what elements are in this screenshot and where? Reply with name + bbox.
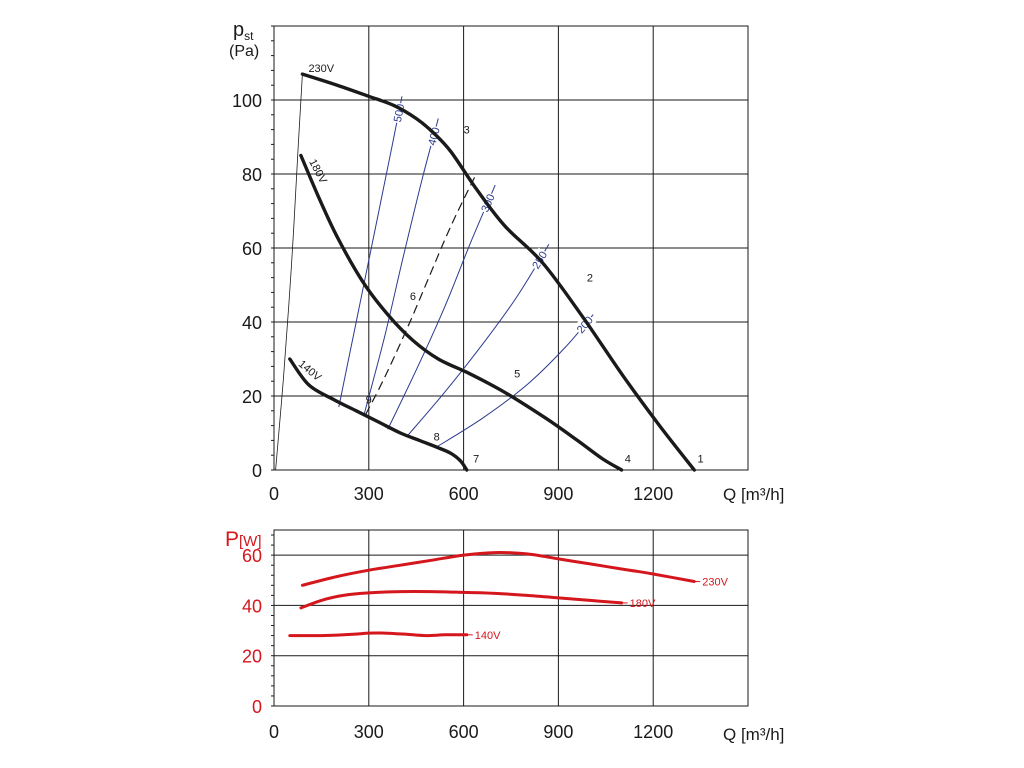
x-tick-label: 600 <box>449 722 479 742</box>
dashed-line <box>365 173 477 415</box>
iso-line-250 <box>406 244 550 438</box>
point-label: 3 <box>464 124 470 136</box>
y-axis-title-main: P <box>225 528 239 551</box>
plot-frame <box>273 529 749 707</box>
power-curve-230V <box>300 551 696 587</box>
power-curve-140V <box>288 631 469 638</box>
y-tick-label: 100 <box>232 91 262 111</box>
point-label: 7 <box>473 454 479 466</box>
y-tick-label: 60 <box>242 546 262 566</box>
point-label: 5 <box>514 369 520 381</box>
system-curve <box>275 74 303 471</box>
iso-line-300 <box>387 184 496 430</box>
curve-140V <box>288 357 469 472</box>
x-tick-label: 1200 <box>633 484 673 504</box>
y-axis-title: pst <box>233 19 254 43</box>
x-tick-label: 1200 <box>633 722 673 742</box>
iso-label-bg <box>572 312 597 337</box>
point-label: 9 <box>366 394 372 406</box>
point-label: 6 <box>410 291 416 303</box>
curve-label-140V: 140V <box>296 358 324 384</box>
iso-line-200 <box>434 314 594 449</box>
curve-230V <box>300 72 696 472</box>
y-tick-label: 60 <box>242 239 262 259</box>
y-axis-title: P[W] <box>225 528 262 551</box>
iso-line-500 <box>338 96 403 408</box>
y-tick-label: 0 <box>252 461 262 481</box>
iso-line-400 <box>363 118 439 415</box>
power-chart: 0 300 600 900 1200 0 20 40 60P[W] Q [m³/h] 230V 180… <box>225 528 784 744</box>
x-tick-label: 300 <box>354 484 384 504</box>
x-tick-label: 0 <box>269 722 279 742</box>
x-tick-label: 900 <box>543 484 573 504</box>
x-tick-label: 300 <box>354 722 384 742</box>
x-axis-title: Q [m³/h] <box>723 725 784 744</box>
power-label-180V: 180V <box>630 598 656 610</box>
y-axis-title-sub: st <box>244 29 254 43</box>
y-tick-label: 0 <box>252 697 262 717</box>
point-label: 2 <box>587 272 593 284</box>
y-tick-label: 20 <box>242 647 262 667</box>
x-axis-title: Q [m³/h] <box>723 485 784 504</box>
y-tick-label: 40 <box>242 596 262 616</box>
point-label: 4 <box>625 454 631 466</box>
y-axis-unit: (Pa) <box>229 43 259 60</box>
y-tick-label: 40 <box>242 313 262 333</box>
y-tick-label: 20 <box>242 387 262 407</box>
x-tick-label: 0 <box>269 484 279 504</box>
x-tick-label: 900 <box>543 722 573 742</box>
pressure-chart: 0 300 600 900 1200 0 20 40 60 80 100 pst(Pa) Q [m³/h… <box>229 19 784 504</box>
power-label-140V: 140V <box>475 630 501 642</box>
point-label: 8 <box>434 431 440 443</box>
curve-180V <box>299 153 624 472</box>
power-curve-180V <box>299 589 624 610</box>
y-tick-label: 80 <box>242 165 262 185</box>
power-label-230V: 230V <box>702 577 728 589</box>
x-tick-label: 600 <box>449 484 479 504</box>
y-axis-unit: [W] <box>239 533 262 550</box>
y-axis-title-main: p <box>233 19 244 41</box>
curve-label-180V: 180V <box>306 157 329 186</box>
point-label: 1 <box>697 454 703 466</box>
curve-label-230V: 230V <box>308 63 334 75</box>
